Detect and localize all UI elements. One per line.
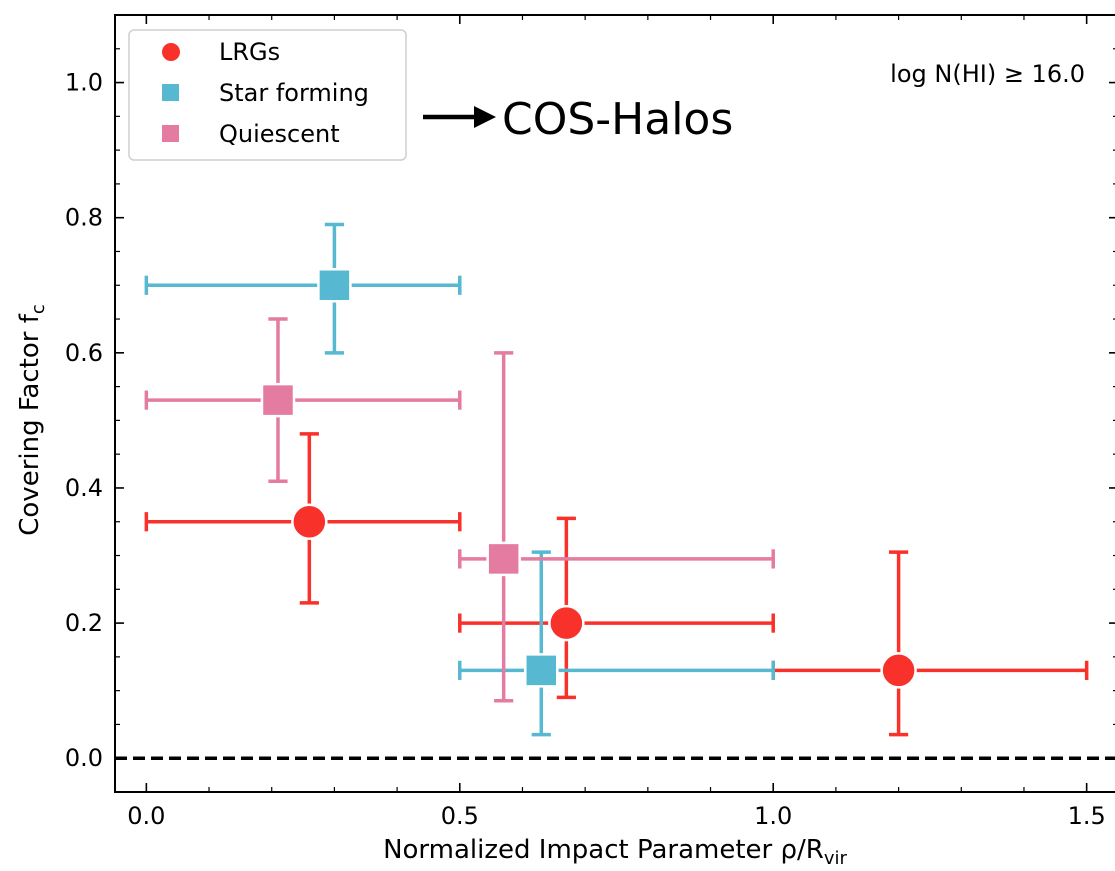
x-tick-label: 1.0 — [754, 802, 792, 830]
lrgs-point-group — [458, 516, 775, 700]
legend-marker-lrgs — [162, 43, 180, 61]
legend: LRGs Star forming Quiescent — [128, 29, 407, 161]
lrgs-marker — [291, 503, 328, 540]
y-tick-label: 0.2 — [65, 609, 103, 637]
y-tick-label: 0.4 — [65, 474, 103, 502]
legend-box — [128, 29, 407, 161]
lrgs-point-group — [771, 550, 1089, 737]
legend-marker-quiescent — [162, 125, 179, 142]
lrgs-marker — [880, 652, 917, 689]
quiescent-marker — [486, 541, 521, 577]
chart-marks: 0.0 0.5 1.0 1.5 0.0 0.2 0.4 0.6 0.8 1.0 — [65, 14, 1115, 830]
x-tick-label: 0.0 — [127, 802, 165, 830]
x-tick-label: 0.5 — [441, 802, 479, 830]
quiescent-point-group — [458, 351, 775, 703]
quiescent-marker — [260, 382, 296, 418]
x-tick-label: 1.5 — [1068, 802, 1106, 830]
star-forming-marker — [317, 268, 352, 303]
lrgs-marker — [548, 604, 585, 642]
legend-label-star-forming: Star forming — [219, 79, 369, 107]
cos-halos-annotation: COS-Halos — [502, 94, 733, 145]
legend-label-quiescent: Quiescent — [219, 120, 340, 148]
y-axis-label: Covering Factor fc — [15, 304, 49, 536]
plot-frame — [114, 14, 1115, 793]
star-forming-marker — [524, 653, 559, 688]
legend-marker-star-forming — [162, 84, 179, 101]
y-tick-label: 0.0 — [65, 744, 103, 772]
star-forming-point-group — [458, 550, 775, 737]
x-axis-label: Normalized Impact Parameter ρ/Rvir — [383, 835, 847, 866]
y-tick-label: 0.8 — [65, 204, 103, 232]
y-tick-label: 1.0 — [65, 69, 103, 97]
star-forming-point-group — [144, 222, 462, 355]
threshold-annotation: log N(HI) ≥ 16.0 — [890, 60, 1085, 88]
legend-label-lrgs: LRGs — [219, 38, 280, 66]
cos-halos-arrow — [423, 106, 496, 128]
quiescent-point-group — [144, 317, 462, 483]
lrgs-point-group — [144, 432, 462, 605]
y-tick-label: 0.6 — [65, 339, 103, 367]
